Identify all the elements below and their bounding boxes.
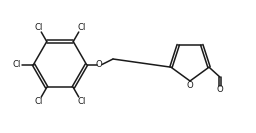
Text: Cl: Cl xyxy=(34,97,43,106)
Text: O: O xyxy=(187,81,193,90)
Text: Cl: Cl xyxy=(13,60,21,69)
Text: O: O xyxy=(217,85,223,94)
Text: O: O xyxy=(96,60,102,69)
Text: Cl: Cl xyxy=(77,23,86,32)
Text: Cl: Cl xyxy=(34,23,43,32)
Text: Cl: Cl xyxy=(77,97,86,106)
